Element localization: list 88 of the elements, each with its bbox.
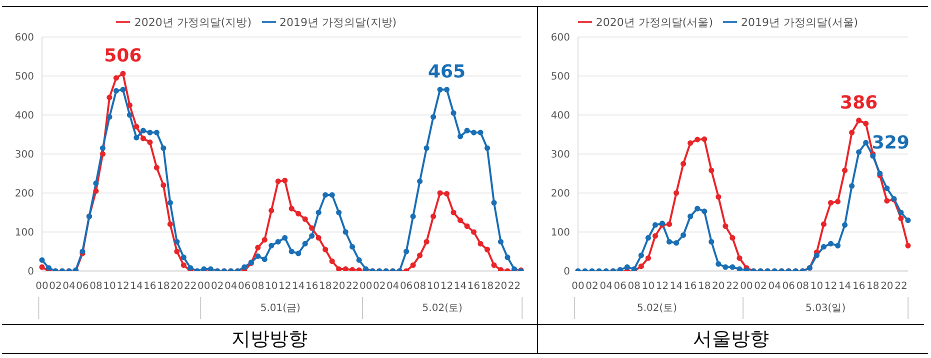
x-tick-label: 14	[838, 281, 852, 292]
data-label: 386	[840, 92, 878, 114]
x-tick-label: 14	[130, 281, 143, 292]
legend-label: 2019년 가정의달(지방)	[280, 16, 397, 29]
y-tick-label: 400	[550, 110, 570, 122]
x-tick-label: 02	[754, 281, 767, 292]
x-tick-label: 12	[278, 281, 292, 292]
x-tick-label: 16	[852, 281, 866, 292]
x-tick-label: 16	[684, 281, 697, 292]
x-tick-label: 14	[454, 281, 467, 292]
x-tick-label: 00	[740, 281, 753, 292]
x-tick-label: 06	[400, 281, 413, 292]
x-tick-label: 02	[586, 281, 598, 292]
x-tick-label: 14	[670, 281, 683, 292]
data-label: 329	[872, 132, 910, 154]
y-tick-label: 300	[14, 150, 34, 161]
x-tick-label: 02	[372, 281, 386, 292]
x-tick-label: 18	[157, 281, 170, 292]
legend-label: 2019년 가정의달(서울)	[741, 16, 858, 29]
y-tick-label: 0	[28, 266, 34, 278]
x-tick-label: 08	[628, 281, 641, 292]
y-tick-label: 600	[14, 32, 34, 44]
x-tick-label: 02	[49, 281, 62, 292]
y-tick-label: 500	[550, 72, 570, 83]
x-tick-label: 02	[211, 281, 224, 292]
x-tick-label: 12	[440, 281, 454, 292]
x-tick-label: 08	[252, 281, 264, 292]
x-tick-label: 08	[796, 281, 810, 292]
text: 5.02(토)	[422, 303, 462, 314]
y-tick-label: 400	[14, 110, 34, 122]
data-label: 465	[428, 62, 466, 83]
x-tick-label: 04	[386, 281, 400, 292]
x-tick-label: 10	[426, 281, 440, 292]
x-tick-label: 22	[894, 281, 908, 292]
x-tick-label: 10	[642, 281, 655, 292]
x-tick-label: 18	[480, 281, 494, 292]
x-tick-label: 00	[36, 281, 48, 292]
y-tick-label: 200	[550, 188, 570, 200]
x-tick-label: 20	[712, 281, 725, 292]
y-tick-label: 600	[550, 32, 570, 44]
x-tick-label: 16	[467, 281, 480, 292]
text: 지방방향	[2, 324, 537, 353]
x-tick-label: 06	[238, 281, 251, 292]
y-tick-label: 200	[14, 188, 34, 200]
x-tick-label: 20	[880, 281, 894, 292]
y-tick-label: 300	[550, 150, 570, 161]
x-tick-label: 20	[170, 281, 184, 292]
x-tick-label: 14	[292, 281, 305, 292]
x-tick-label: 00	[198, 281, 210, 292]
x-tick-label: 10	[810, 281, 824, 292]
x-tick-label: 12	[116, 281, 130, 292]
text: 5.03(일)	[806, 303, 846, 314]
x-tick-label: 16	[144, 281, 156, 292]
x-tick-label: 22	[184, 281, 197, 292]
x-tick-label: 16	[305, 281, 318, 292]
x-tick-label: 22	[726, 281, 739, 292]
x-tick-label: 10	[103, 281, 116, 292]
y-tick-label: 0	[564, 266, 570, 278]
text: 서울방향	[538, 324, 924, 353]
x-tick-label: 18	[698, 281, 711, 292]
legend-label: 2020년 가정의달(지방)	[134, 16, 252, 29]
x-tick-label: 04	[224, 281, 238, 292]
x-tick-label: 10	[265, 281, 278, 292]
data-label: 506	[104, 46, 142, 67]
legend-label: 2020년 가정의달(서울)	[596, 16, 713, 29]
x-tick-label: 12	[656, 281, 669, 292]
x-tick-label: 12	[824, 281, 838, 292]
x-tick-label: 06	[614, 281, 626, 292]
x-tick-label: 08	[413, 281, 426, 292]
x-tick-label: 20	[332, 281, 346, 292]
x-tick-label: 18	[866, 281, 880, 292]
x-tick-label: 18	[318, 281, 332, 292]
x-tick-label: 08	[90, 281, 102, 292]
y-tick-label: 100	[550, 228, 570, 239]
y-tick-label: 100	[14, 228, 34, 239]
x-tick-label: 06	[76, 281, 89, 292]
text: 5.01(금)	[260, 303, 301, 314]
x-tick-label: 04	[768, 281, 781, 292]
x-tick-label: 04	[62, 281, 76, 292]
x-tick-label: 00	[572, 281, 584, 292]
x-tick-label: 22	[346, 281, 359, 292]
x-tick-label: 04	[600, 281, 612, 292]
text: 5.02(토)	[637, 303, 678, 314]
x-tick-label: 20	[494, 281, 508, 292]
x-tick-label: 22	[508, 281, 521, 292]
x-tick-label: 06	[782, 281, 796, 292]
y-tick-label: 500	[14, 72, 34, 83]
x-tick-label: 00	[359, 281, 372, 292]
